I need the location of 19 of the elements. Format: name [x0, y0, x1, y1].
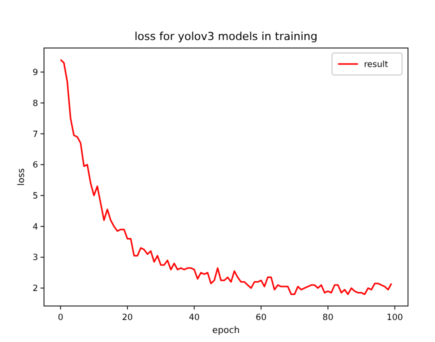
y-tick-label: 8 [32, 98, 38, 109]
y-tick-label: 7 [32, 130, 38, 140]
y-tick-label: 2 [32, 284, 38, 294]
y-tick-label: 5 [32, 192, 38, 202]
y-axis-title: loss [17, 168, 27, 186]
x-tick-label: 80 [322, 313, 334, 323]
legend-label: result [364, 60, 389, 70]
x-axis-title: epoch [212, 326, 240, 336]
x-tick-label: 20 [122, 313, 133, 323]
y-tick-label: 3 [32, 253, 38, 264]
x-tick-label: 0 [58, 313, 64, 323]
x-tick-label: 40 [188, 313, 200, 323]
line-series [60, 58, 392, 296]
x-tick-label: 100 [386, 313, 403, 323]
y-tick-label: 4 [32, 222, 38, 232]
y-tick-label: 6 [32, 160, 38, 171]
y-tick-label: 9 [32, 68, 38, 78]
chart-title: loss for yolov3 models in training [134, 30, 318, 43]
x-tick-label: 60 [256, 313, 267, 323]
